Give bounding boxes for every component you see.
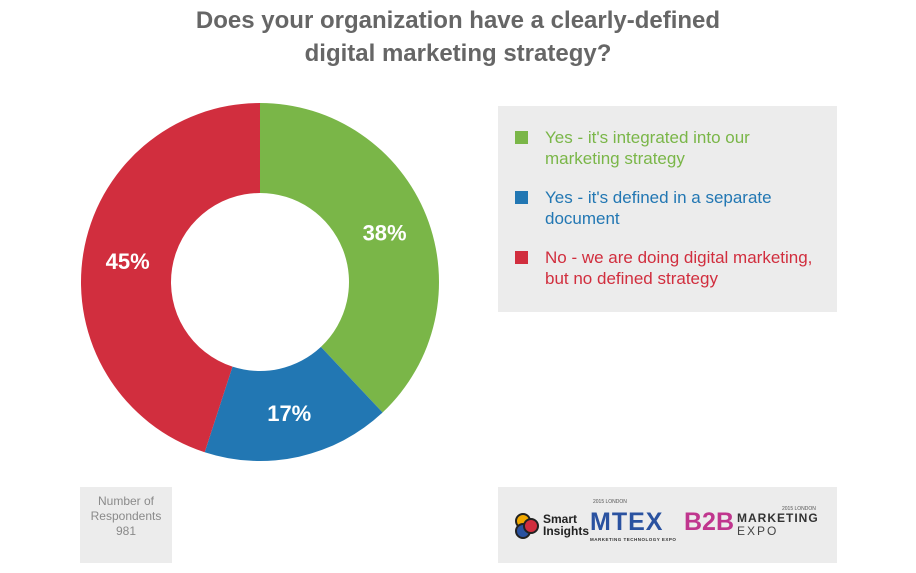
slice-label-integrated: 38% bbox=[363, 221, 407, 246]
chart-title-line-2: digital marketing strategy? bbox=[304, 40, 612, 67]
b2b-logo-word-1: MARKETING bbox=[737, 511, 819, 525]
legend-label-no-strategy-line-2: but no defined strategy bbox=[545, 269, 718, 288]
slice-label-no-strategy: 45% bbox=[106, 249, 150, 274]
chart-title-line-1: Does your organization have a clearly-de… bbox=[195, 7, 721, 34]
b2b-logo-tag: 2015 LONDON bbox=[782, 506, 816, 512]
b2b-logo: B2B bbox=[684, 508, 735, 536]
mtex-logo: MTEX bbox=[590, 508, 664, 536]
legend-label-no-strategy-line-1: No - we are doing digital marketing, bbox=[545, 248, 813, 267]
chart-title: Does your organization have a clearly-de… bbox=[0, 4, 916, 70]
legend-label-separate: Yes - it's defined in a separate documen… bbox=[545, 187, 823, 229]
legend-label-separate-line-1: Yes - it's defined in a separate bbox=[545, 188, 772, 207]
sponsor-logos: Smart Insights 2015 LONDON MTEX MARKETIN… bbox=[498, 487, 837, 563]
respondents-label-2: Respondents bbox=[90, 509, 162, 523]
smart-insights-line-1: Smart bbox=[543, 512, 578, 526]
legend-label-separate-line-2: document bbox=[545, 209, 620, 228]
legend-item-integrated: Yes - it's integrated into our marketing… bbox=[515, 127, 823, 169]
slice-label-separate: 17% bbox=[267, 401, 311, 426]
donut-slice-separate bbox=[204, 346, 383, 461]
legend-item-separate: Yes - it's defined in a separate documen… bbox=[515, 187, 823, 229]
donut-slice-integrated bbox=[260, 103, 439, 413]
donut-slice-no-strategy bbox=[81, 103, 261, 453]
legend-swatch-integrated bbox=[515, 131, 528, 144]
respondents-box: Number of Respondents 981 bbox=[80, 487, 172, 563]
smart-insights-logo-icon bbox=[515, 513, 539, 539]
legend-swatch-separate bbox=[515, 191, 528, 204]
legend-label-integrated-line-1: Yes - it's integrated into our bbox=[545, 128, 750, 147]
legend-label-no-strategy: No - we are doing digital marketing, but… bbox=[545, 247, 823, 289]
legend-swatch-no-strategy bbox=[515, 251, 528, 264]
smart-insights-line-2: Insights bbox=[543, 524, 590, 538]
respondents-count: 981 bbox=[115, 524, 137, 538]
smart-insights-logo-text: Smart Insights bbox=[543, 513, 589, 537]
mtex-logo-tag: 2015 LONDON bbox=[593, 499, 627, 505]
legend: Yes - it's integrated into our marketing… bbox=[498, 106, 837, 312]
b2b-logo-word-2: EXPO bbox=[737, 524, 779, 538]
mtex-logo-subtitle: MARKETING TECHNOLOGY EXPO bbox=[590, 537, 677, 542]
respondents-label-1: Number of bbox=[97, 494, 155, 508]
legend-label-integrated: Yes - it's integrated into our marketing… bbox=[545, 127, 823, 169]
legend-item-no-strategy: No - we are doing digital marketing, but… bbox=[515, 247, 823, 289]
legend-label-integrated-line-2: marketing strategy bbox=[545, 149, 685, 168]
